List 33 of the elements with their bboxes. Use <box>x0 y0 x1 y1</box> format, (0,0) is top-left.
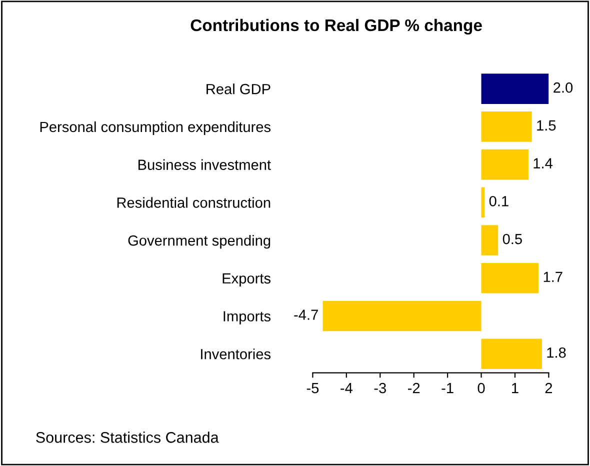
x-tick-label: 1 <box>512 383 518 394</box>
data-label: 2.0 <box>554 82 573 93</box>
data-label: 0.5 <box>502 234 522 244</box>
bar <box>481 149 528 180</box>
y-tick-label: Business investment <box>138 159 271 170</box>
y-tick-label: Residential construction <box>117 197 270 208</box>
bar <box>322 300 482 332</box>
data-label: 0.1 <box>489 196 508 206</box>
bar <box>481 263 539 294</box>
x-tick-label: -3 <box>374 382 386 394</box>
data-label: -4.7 <box>294 310 318 320</box>
y-tick-label: Government spending <box>128 234 270 249</box>
y-tick-label: Real GDP <box>206 84 270 94</box>
x-tick-label: -1 <box>442 383 454 394</box>
x-tick-label: -4 <box>340 383 352 394</box>
x-tick-label: -5 <box>306 383 319 394</box>
source-note: Sources: Statistics Canada <box>36 432 219 443</box>
data-label: 1.4 <box>534 158 552 168</box>
bar <box>481 74 549 104</box>
x-tick-label: 2 <box>545 382 552 394</box>
bar <box>481 225 498 256</box>
y-tick-label: Exports <box>222 273 271 286</box>
data-label: 1.8 <box>547 347 566 358</box>
x-tick-label: 0 <box>478 382 485 394</box>
y-tick-label: Imports <box>224 311 271 324</box>
y-tick-label: Personal consumption expenditures <box>40 121 271 136</box>
chart-title: Contributions to Real GDP % change <box>190 18 482 35</box>
data-label: 1.7 <box>544 272 562 282</box>
data-label: 1.5 <box>537 120 556 131</box>
bar <box>481 338 542 370</box>
bar <box>481 112 532 142</box>
y-tick-label: Inventories <box>201 348 271 360</box>
x-tick-label: -2 <box>408 382 420 394</box>
